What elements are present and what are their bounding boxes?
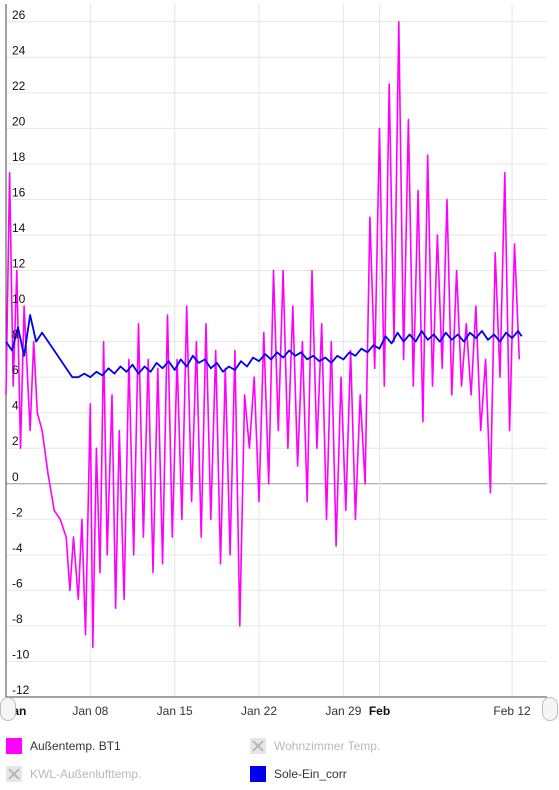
scroll-handle-left[interactable] xyxy=(0,697,16,721)
y-tick-label: 4 xyxy=(12,399,19,413)
x-tick-label: Jan 15 xyxy=(157,704,193,718)
x-tick-label: Feb 12 xyxy=(493,704,531,718)
legend-swatch-aussentemp xyxy=(6,738,22,754)
y-tick-label: 12 xyxy=(12,257,26,271)
y-tick-label: 18 xyxy=(12,150,26,164)
y-tick-label: 8 xyxy=(12,328,19,342)
y-tick-label: -12 xyxy=(12,683,30,697)
x-tick-label: Jan 08 xyxy=(72,704,108,718)
line-chart: 26242220181614121086420-2-4-6-8-10-12Jan… xyxy=(5,4,547,718)
series-line-3 xyxy=(5,314,523,379)
y-tick-label: -6 xyxy=(12,576,23,590)
y-tick-label: 2 xyxy=(12,434,19,448)
legend-label: KWL-Außenlufttemp. xyxy=(30,767,142,781)
legend-item-kwl[interactable]: KWL-Außenlufttemp. xyxy=(6,766,141,782)
y-tick-label: 14 xyxy=(12,221,26,235)
y-tick-label: 10 xyxy=(12,292,26,306)
legend-item-aussentemp[interactable]: Außentemp. BT1 xyxy=(6,738,121,754)
x-tick-label: Feb xyxy=(369,704,390,718)
y-tick-label: -2 xyxy=(12,505,23,519)
legend-item-sole[interactable]: Sole-Ein_corr xyxy=(250,766,347,782)
legend-item-wohnzimmer[interactable]: Wohnzimmer Temp. xyxy=(250,738,380,754)
series xyxy=(5,20,523,649)
y-tick-label: -10 xyxy=(12,647,30,661)
legend-label: Sole-Ein_corr xyxy=(274,767,347,781)
y-tick-label: 0 xyxy=(12,470,19,484)
y-tick-label: 26 xyxy=(12,8,26,22)
scroll-handle-right[interactable] xyxy=(542,697,558,721)
y-tick-label: 6 xyxy=(12,363,19,377)
legend-hidden-icon xyxy=(6,766,22,782)
legend-label: Außentemp. BT1 xyxy=(30,739,121,753)
legend-hidden-icon xyxy=(250,738,266,754)
y-tick-label: 24 xyxy=(12,43,26,57)
y-tick-label: 22 xyxy=(12,79,26,93)
y-tick-label: -4 xyxy=(12,541,23,555)
legend-swatch-sole xyxy=(250,766,266,782)
legend: Außentemp. BT1 Wohnzimmer Temp. KWL-Auße… xyxy=(0,730,559,790)
series-line-0 xyxy=(5,20,521,649)
y-tick-label: 20 xyxy=(12,114,26,128)
legend-label: Wohnzimmer Temp. xyxy=(274,739,381,753)
y-tick-label: -8 xyxy=(12,612,23,626)
tick-labels: 26242220181614121086420-2-4-6-8-10-12Jan… xyxy=(6,8,531,718)
x-tick-label: Jan 29 xyxy=(325,704,361,718)
grid xyxy=(5,4,547,698)
y-tick-label: 16 xyxy=(12,185,26,199)
x-tick-label: Jan 22 xyxy=(241,704,277,718)
